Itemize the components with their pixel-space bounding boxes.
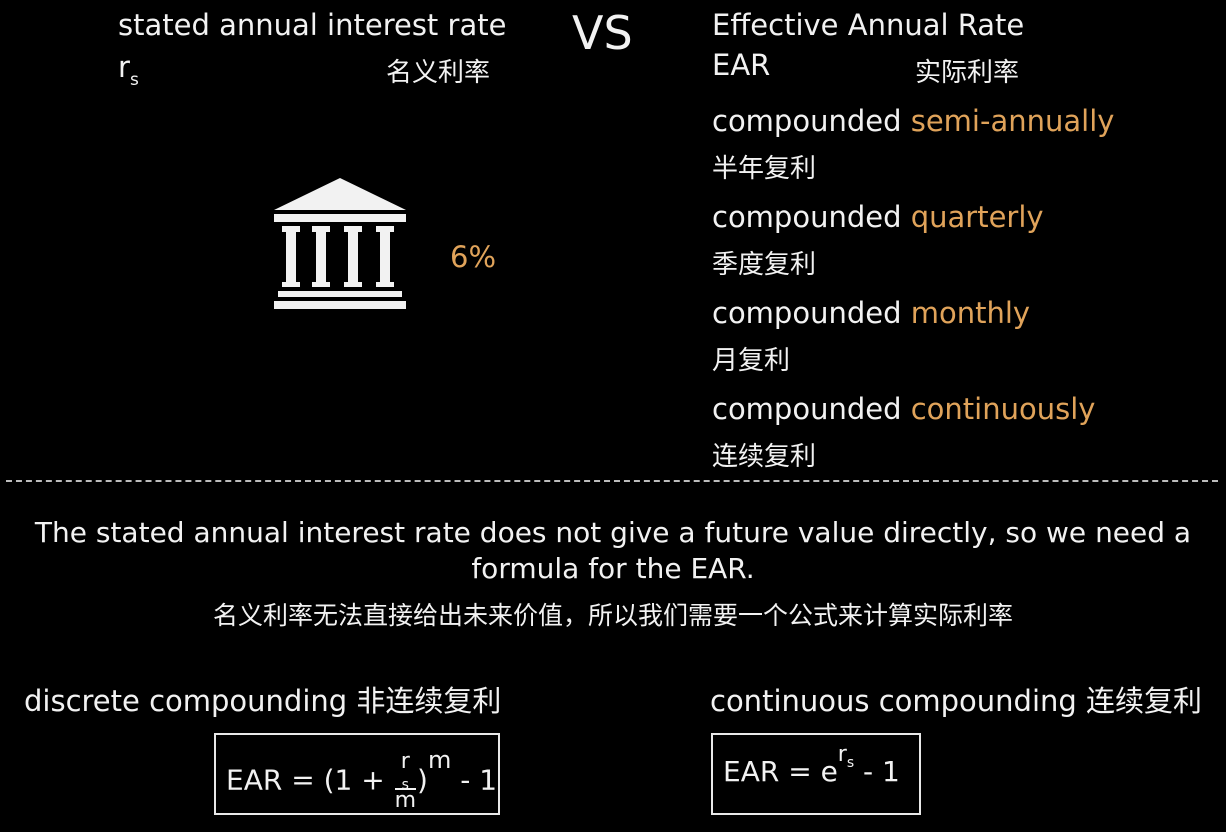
exponent-rs: rs bbox=[837, 742, 854, 771]
ear-title-zh: 实际利率 bbox=[915, 58, 1020, 88]
formula-tail: - 1 bbox=[451, 763, 498, 797]
discrete-formula: EAR = (1 + r s m)m - 1 bbox=[226, 746, 498, 813]
compound-term: semi-annually bbox=[910, 104, 1115, 138]
formula-lhs: EAR = e bbox=[723, 755, 838, 788]
fraction-denominator: m bbox=[394, 788, 416, 813]
paren-close: ) bbox=[417, 763, 428, 797]
rate-value: 6% bbox=[450, 240, 497, 274]
compound-prefix: compounded bbox=[712, 296, 902, 330]
stated-rate-title: stated annual interest rate bbox=[118, 8, 507, 42]
explanation-zh: 名义利率无法直接给出未来价值，所以我们需要一个公式来计算实际利率 bbox=[212, 601, 1013, 630]
continuous-formula-box: EAR = ers - 1 bbox=[711, 733, 921, 815]
discrete-formula-box: EAR = (1 + r s m)m - 1 bbox=[214, 733, 500, 815]
compound-item-semi-annually: compounded semi-annually bbox=[712, 104, 1114, 138]
exponent-m: m bbox=[427, 745, 452, 774]
stated-rate-title-zh: 名义利率 bbox=[386, 58, 491, 88]
exp-s: s bbox=[846, 755, 855, 771]
compound-item-zh: 半年复利 bbox=[712, 154, 817, 184]
explanation-line-1: The stated annual interest rate does not… bbox=[34, 516, 1192, 549]
compound-item-quarterly: compounded quarterly bbox=[712, 200, 1044, 234]
formula-tail: - 1 bbox=[854, 755, 900, 788]
continuous-label: continuous compounding 连续复利 bbox=[710, 684, 1203, 718]
compound-prefix: compounded bbox=[712, 104, 902, 138]
continuous-formula: EAR = ers - 1 bbox=[723, 742, 900, 788]
ear-abbr: EAR bbox=[712, 48, 771, 82]
rs-sub: s bbox=[129, 70, 139, 90]
compound-term: quarterly bbox=[910, 200, 1044, 234]
compound-item-zh: 连续复利 bbox=[712, 442, 817, 472]
rs-symbol: rs bbox=[118, 50, 139, 90]
exp-r: r bbox=[837, 742, 847, 767]
compound-prefix: compounded bbox=[712, 200, 902, 234]
compound-term: continuously bbox=[910, 392, 1096, 426]
compound-item-continuously: compounded continuously bbox=[712, 392, 1095, 426]
frac-r: r bbox=[400, 749, 410, 774]
compound-term: monthly bbox=[910, 296, 1031, 330]
discrete-label: discrete compounding 非连续复利 bbox=[24, 684, 502, 718]
vs-label: VS bbox=[572, 6, 633, 60]
compound-item-zh: 月复利 bbox=[712, 346, 791, 376]
compound-item-monthly: compounded monthly bbox=[712, 296, 1030, 330]
rs-main: r bbox=[118, 50, 130, 84]
compound-item-zh: 季度复利 bbox=[712, 250, 817, 280]
formula-lhs: EAR = (1 + bbox=[226, 763, 394, 797]
ear-title: Effective Annual Rate bbox=[712, 8, 1025, 42]
frac-s: s bbox=[401, 777, 409, 793]
bank-icon bbox=[272, 178, 408, 314]
compound-prefix: compounded bbox=[712, 392, 902, 426]
dashed-divider bbox=[6, 480, 1218, 482]
explanation-line-2: formula for the EAR. bbox=[471, 552, 755, 585]
